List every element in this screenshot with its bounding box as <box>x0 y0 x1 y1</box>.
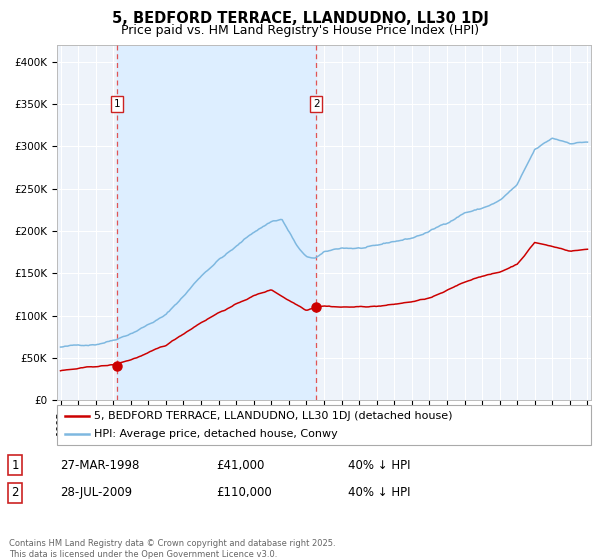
Text: HPI: Average price, detached house, Conwy: HPI: Average price, detached house, Conw… <box>94 430 338 439</box>
Text: 40% ↓ HPI: 40% ↓ HPI <box>348 486 410 500</box>
Text: 5, BEDFORD TERRACE, LLANDUDNO, LL30 1DJ: 5, BEDFORD TERRACE, LLANDUDNO, LL30 1DJ <box>112 11 488 26</box>
Text: 27-MAR-1998: 27-MAR-1998 <box>60 459 139 472</box>
Text: 5, BEDFORD TERRACE, LLANDUDNO, LL30 1DJ (detached house): 5, BEDFORD TERRACE, LLANDUDNO, LL30 1DJ … <box>94 411 453 421</box>
Text: 40% ↓ HPI: 40% ↓ HPI <box>348 459 410 472</box>
Text: 1: 1 <box>114 99 121 109</box>
Text: 2: 2 <box>313 99 320 109</box>
Text: Price paid vs. HM Land Registry's House Price Index (HPI): Price paid vs. HM Land Registry's House … <box>121 24 479 37</box>
Text: £41,000: £41,000 <box>216 459 265 472</box>
Text: £110,000: £110,000 <box>216 486 272 500</box>
Text: 2: 2 <box>11 486 19 500</box>
Text: 1: 1 <box>11 459 19 472</box>
Text: 28-JUL-2009: 28-JUL-2009 <box>60 486 132 500</box>
Bar <box>117 45 316 400</box>
Text: Contains HM Land Registry data © Crown copyright and database right 2025.
This d: Contains HM Land Registry data © Crown c… <box>9 539 335 559</box>
